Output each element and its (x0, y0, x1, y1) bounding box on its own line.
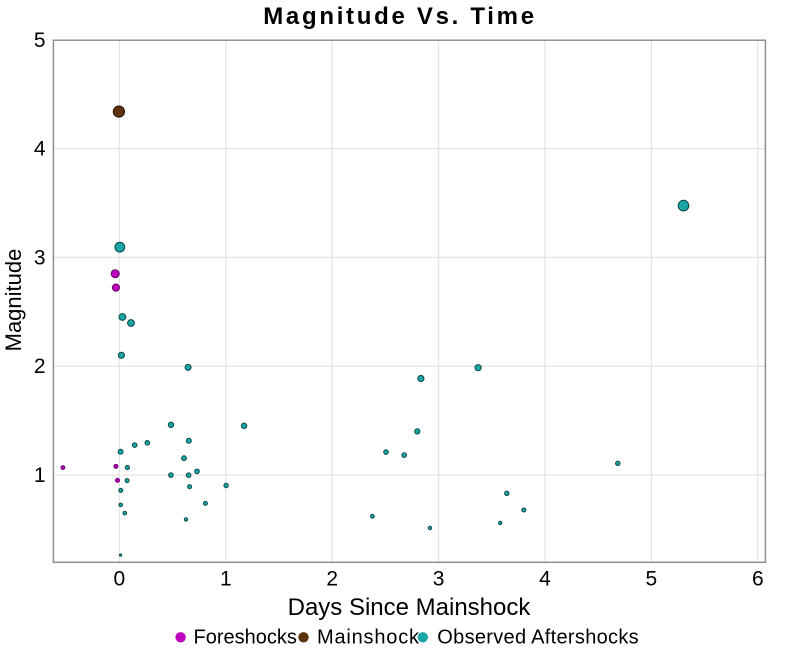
svg-text:Magnitude Vs. Time: Magnitude Vs. Time (263, 3, 537, 30)
svg-text:3: 3 (433, 568, 445, 591)
svg-text:1: 1 (220, 568, 232, 591)
svg-text:5: 5 (34, 29, 46, 52)
svg-text:3: 3 (34, 246, 46, 269)
svg-text:6: 6 (752, 568, 764, 591)
svg-text:Magnitude: Magnitude (1, 249, 26, 352)
svg-text:Foreshocks: Foreshocks (194, 627, 297, 649)
svg-text:0: 0 (114, 568, 126, 591)
svg-text:Mainshock: Mainshock (317, 627, 420, 649)
svg-text:Days Since Mainshock: Days Since Mainshock (288, 594, 532, 621)
svg-text:5: 5 (646, 568, 658, 591)
svg-text:4: 4 (34, 138, 46, 161)
svg-text:2: 2 (326, 568, 338, 591)
svg-text:2: 2 (34, 355, 46, 378)
svg-text:1: 1 (34, 464, 46, 487)
svg-text:4: 4 (539, 568, 551, 591)
svg-text:Observed Aftershocks: Observed Aftershocks (437, 627, 639, 649)
